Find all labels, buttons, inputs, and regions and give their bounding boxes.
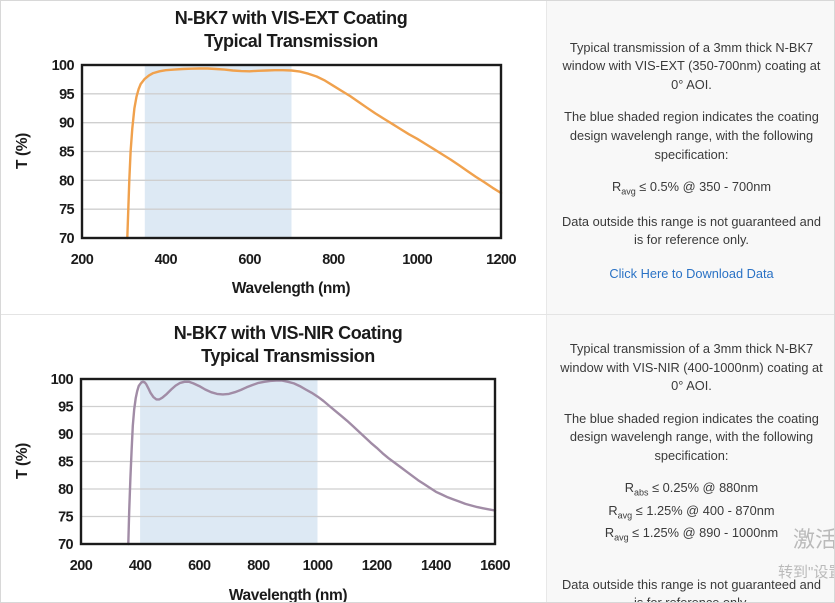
chart-svg: N-BK7 with VIS-NIR Coating Typical Transm… — [14, 323, 511, 603]
y-tick-label: 80 — [59, 173, 74, 189]
x-tick-label: 1000 — [303, 558, 333, 574]
x-tick-label: 600 — [188, 558, 211, 574]
chart-svg: N-BK7 with VIS-EXT Coating Typical Transm… — [14, 8, 517, 297]
y-tick-label: 80 — [58, 482, 73, 498]
transmission-curve — [126, 67, 503, 240]
x-tick-label: 800 — [247, 558, 270, 574]
x-tick-label: 1200 — [486, 252, 516, 268]
spec-line: Ravg ≤ 1.25% @ 400 - 870nm — [608, 502, 775, 521]
y-tick-label: 85 — [58, 455, 73, 471]
y-tick-label: 95 — [58, 400, 73, 416]
description-text: Typical transmission of a 3mm thick N-BK… — [562, 39, 821, 92]
shaded-region-note: The blue shaded region indicates the coa… — [564, 109, 819, 162]
plot-border — [79, 377, 497, 546]
x-tick-label: 1200 — [362, 558, 392, 574]
x-tick-label: 200 — [70, 558, 93, 574]
y-tick-label: 100 — [51, 372, 74, 388]
x-axis-label: Wavelength (nm) — [232, 280, 351, 297]
y-tick-label: 85 — [59, 145, 74, 161]
shaded-region-note: The blue shaded region indicates the coa… — [564, 410, 819, 463]
x-axis-label: Wavelength (nm) — [229, 587, 348, 603]
spec-line: Ravg ≤ 1.25% @ 890 - 1000nm — [604, 525, 779, 543]
y-tick-label: 90 — [59, 116, 74, 132]
info-panel-vis-nir: Typical transmission of a 3mm thick N-BK… — [546, 315, 834, 603]
x-tick-label: 800 — [322, 252, 345, 268]
y-tick-label: 70 — [58, 537, 73, 553]
spec-list: Ravg ≤ 0.5% @ 350 - 700nm — [612, 177, 771, 199]
chart-vis-nir: N-BK7 with VIS-NIR Coating Typical Transm… — [1, 315, 546, 603]
x-tick-label: 400 — [129, 558, 152, 574]
y-tick-label: 95 — [59, 87, 74, 103]
chart-subtitle: Typical Transmission — [204, 31, 378, 51]
chart-vis-ext: N-BK7 with VIS-EXT Coating Typical Transm… — [1, 1, 546, 314]
y-tick-label: 100 — [52, 58, 75, 74]
row-divider — [1, 314, 834, 315]
x-tick-label: 1600 — [480, 558, 510, 574]
chart-subtitle: Typical Transmission — [201, 346, 375, 366]
y-axis-label: T (%) — [14, 133, 31, 169]
disclaimer-text: Data outside this range is not guarantee… — [562, 576, 821, 603]
download-data-link[interactable]: Click Here to Download Data — [609, 265, 774, 281]
spec-line: Rabs ≤ 0.25% @ 880nm — [624, 480, 759, 498]
y-tick-label: 75 — [59, 202, 74, 218]
x-tick-label: 200 — [71, 252, 94, 268]
y-tick-label: 70 — [59, 231, 74, 247]
x-tick-label: 1400 — [421, 558, 451, 574]
y-tick-label: 90 — [58, 427, 73, 443]
x-tick-label: 600 — [238, 252, 261, 268]
info-panel-vis-ext: Typical transmission of a 3mm thick N-BK… — [546, 1, 834, 314]
description-text: Typical transmission of a 3mm thick N-BK… — [560, 341, 823, 394]
chart-title: N-BK7 with VIS-NIR Coating — [174, 323, 403, 343]
y-axis-label: T (%) — [14, 443, 31, 479]
x-tick-label: 400 — [155, 252, 178, 268]
plot-border — [80, 63, 503, 240]
chart-title: N-BK7 with VIS-EXT Coating — [175, 8, 408, 28]
transmission-curve — [127, 379, 497, 546]
disclaimer-text: Data outside this range is not guarantee… — [562, 213, 821, 248]
spec-list: Rabs ≤ 0.25% @ 880nm Ravg ≤ 1.25% @ 400 -… — [605, 478, 778, 545]
x-tick-label: 1000 — [402, 252, 432, 268]
y-tick-label: 75 — [58, 510, 73, 526]
spec-line: Ravg ≤ 0.5% @ 350 - 700nm — [611, 179, 772, 197]
